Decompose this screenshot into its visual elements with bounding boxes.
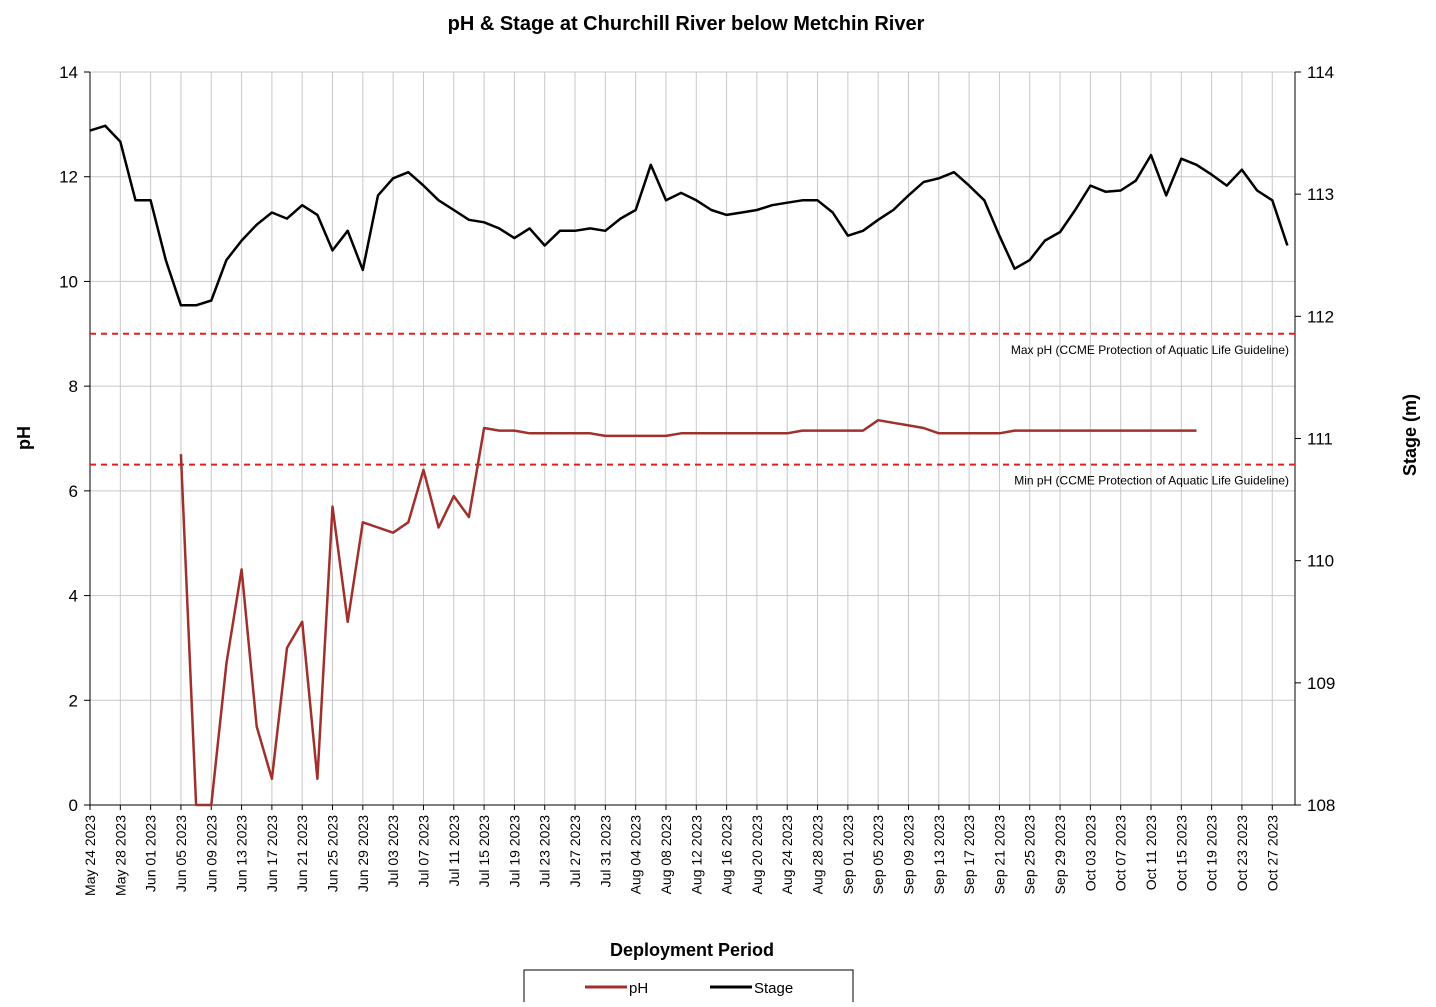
y2-tick-label: 112 (1307, 307, 1334, 326)
y2-axis-title: Stage (m) (1400, 394, 1420, 476)
x-tick-label: Jun 17 2023 (264, 815, 280, 892)
x-tick-label: Sep 13 2023 (931, 815, 947, 895)
x-tick-label: Aug 12 2023 (688, 815, 704, 895)
x-tick-label: Sep 01 2023 (840, 815, 856, 895)
x-tick-label: Jul 31 2023 (597, 815, 613, 888)
y2-tick-label: 108 (1307, 796, 1335, 815)
x-tick-label: Jun 09 2023 (203, 815, 219, 892)
x-tick-label: Jun 01 2023 (143, 815, 159, 892)
x-tick-label: Sep 09 2023 (900, 815, 916, 895)
x-tick-label: May 24 2023 (82, 815, 98, 896)
y2-tick-label: 109 (1307, 674, 1335, 693)
x-axis-title: Deployment Period (610, 940, 774, 960)
y2-tick-label: 114 (1307, 63, 1334, 82)
x-tick-label: Jun 25 2023 (325, 815, 341, 892)
x-tick-label: Jul 27 2023 (567, 815, 583, 888)
x-tick-label: Aug 28 2023 (810, 815, 826, 895)
x-tick-label: Jun 13 2023 (234, 815, 250, 892)
x-tick-label: Aug 04 2023 (628, 815, 644, 895)
x-tick-label: Oct 07 2023 (1113, 815, 1129, 891)
x-tick-label: Jul 07 2023 (415, 815, 431, 888)
x-tick-label: Jul 23 2023 (537, 815, 553, 888)
x-tick-label: Jun 05 2023 (173, 815, 189, 892)
y-tick-label: 10 (59, 272, 78, 291)
reference-label: Min pH (CCME Protection of Aquatic Life … (1014, 474, 1289, 488)
y-tick-label: 8 (69, 377, 78, 396)
x-tick-label: Jul 03 2023 (385, 815, 401, 888)
y-tick-label: 0 (69, 796, 78, 815)
legend-label: Stage (754, 980, 793, 997)
x-tick-label: Jul 15 2023 (476, 815, 492, 888)
y-tick-label: 6 (69, 482, 78, 501)
y-tick-label: 2 (69, 691, 78, 710)
x-tick-label: Jun 21 2023 (294, 815, 310, 892)
y2-tick-label: 111 (1307, 430, 1333, 449)
chart-title: pH & Stage at Churchill River below Metc… (448, 13, 925, 35)
x-tick-label: Oct 15 2023 (1173, 815, 1189, 891)
y2-tick-label: 113 (1307, 185, 1334, 204)
x-tick-label: Oct 27 2023 (1264, 815, 1280, 891)
x-tick-label: Aug 08 2023 (658, 815, 674, 895)
x-tick-label: Jul 19 2023 (506, 815, 522, 888)
x-tick-label: Oct 11 2023 (1143, 815, 1159, 890)
x-tick-label: Sep 29 2023 (1052, 815, 1068, 895)
series-line (89, 124, 1289, 307)
x-tick-label: Sep 17 2023 (961, 815, 977, 895)
y-tick-label: 14 (59, 63, 78, 82)
x-tick-label: Sep 21 2023 (991, 815, 1007, 895)
x-tick-label: Oct 19 2023 (1204, 815, 1220, 891)
series-line (179, 418, 1197, 807)
x-tick-label: Aug 16 2023 (719, 815, 735, 895)
x-tick-label: Sep 05 2023 (870, 815, 886, 895)
x-tick-label: Sep 25 2023 (1022, 815, 1038, 895)
y-axis-title: pH (14, 426, 34, 450)
y2-tick-label: 110 (1307, 552, 1334, 571)
x-tick-label: May 28 2023 (112, 815, 128, 896)
reference-label: Max pH (CCME Protection of Aquatic Life … (1011, 343, 1289, 357)
x-tick-label: Oct 03 2023 (1082, 815, 1098, 891)
x-tick-label: Aug 24 2023 (779, 815, 795, 895)
legend-label: pH (629, 980, 648, 997)
x-tick-label: Aug 20 2023 (749, 815, 765, 895)
x-tick-label: Jul 11 2023 (446, 815, 462, 887)
x-tick-label: Jun 29 2023 (355, 815, 371, 892)
x-tick-label: Oct 23 2023 (1234, 815, 1250, 891)
legend-box (523, 969, 854, 1007)
y-tick-label: 12 (59, 168, 78, 187)
y-tick-label: 4 (69, 587, 78, 606)
